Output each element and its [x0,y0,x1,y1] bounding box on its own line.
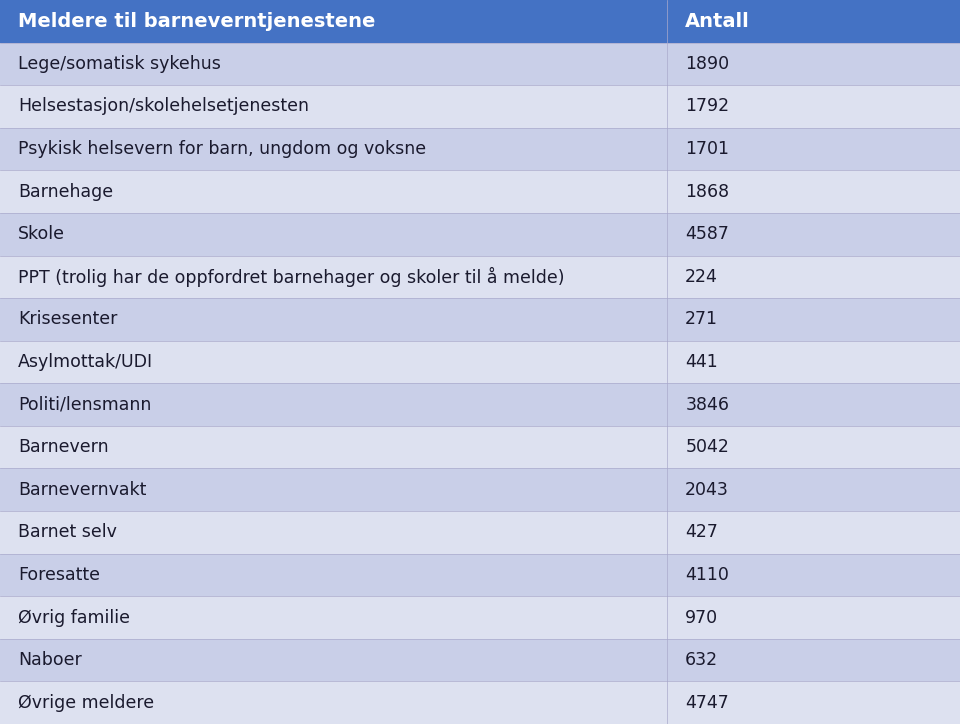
Bar [667,597,960,639]
Text: Krisesenter: Krisesenter [18,311,117,329]
Bar [667,256,960,298]
Bar [0,213,667,256]
Text: 632: 632 [685,651,718,669]
Text: Naboer: Naboer [18,651,82,669]
Bar [667,554,960,597]
Bar [0,383,667,426]
Bar [667,0,960,43]
Bar [0,256,667,298]
Bar [667,298,960,341]
Text: Øvrig familie: Øvrig familie [18,609,130,626]
Text: Øvrige meldere: Øvrige meldere [18,694,155,712]
Text: 970: 970 [685,609,718,626]
Bar [667,127,960,170]
Text: 3846: 3846 [685,395,730,413]
Text: 1890: 1890 [685,55,730,73]
Bar [0,341,667,383]
Text: Skole: Skole [18,225,65,243]
Text: 1868: 1868 [685,182,730,201]
Bar [0,554,667,597]
Text: Asylmottak/UDI: Asylmottak/UDI [18,353,154,371]
Bar [0,511,667,554]
Bar [667,43,960,85]
Text: 2043: 2043 [685,481,729,499]
Bar [667,85,960,127]
Text: Barnevernvakt: Barnevernvakt [18,481,146,499]
Bar [0,43,667,85]
Bar [667,426,960,468]
Text: Antall: Antall [685,12,750,31]
Text: Barnehage: Barnehage [18,182,113,201]
Text: 441: 441 [685,353,718,371]
Text: 4110: 4110 [685,566,729,584]
Bar [667,639,960,681]
Text: 271: 271 [685,311,718,329]
Text: Lege/somatisk sykehus: Lege/somatisk sykehus [18,55,221,73]
Bar [0,639,667,681]
Text: Helsestasjon/skolehelsetjenesten: Helsestasjon/skolehelsetjenesten [18,98,309,115]
Bar [0,170,667,213]
Bar [0,0,667,43]
Bar [0,127,667,170]
Text: 427: 427 [685,523,718,542]
Text: Meldere til barneverntjenestene: Meldere til barneverntjenestene [18,12,375,31]
Bar [667,681,960,724]
Bar [667,213,960,256]
Text: 4747: 4747 [685,694,729,712]
Bar [0,85,667,127]
Bar [0,426,667,468]
Text: 5042: 5042 [685,438,729,456]
Text: 224: 224 [685,268,718,286]
Bar [0,597,667,639]
Bar [0,468,667,511]
Bar [667,511,960,554]
Bar [667,383,960,426]
Bar [667,468,960,511]
Bar [667,341,960,383]
Text: Psykisk helsevern for barn, ungdom og voksne: Psykisk helsevern for barn, ungdom og vo… [18,140,426,158]
Text: Foresatte: Foresatte [18,566,100,584]
Text: Barnet selv: Barnet selv [18,523,117,542]
Text: Politi/lensmann: Politi/lensmann [18,395,152,413]
Bar [0,681,667,724]
Text: 1701: 1701 [685,140,730,158]
Text: Barnevern: Barnevern [18,438,108,456]
Text: 4587: 4587 [685,225,729,243]
Bar [0,298,667,341]
Text: 1792: 1792 [685,98,730,115]
Bar [667,170,960,213]
Text: PPT (trolig har de oppfordret barnehager og skoler til å melde): PPT (trolig har de oppfordret barnehager… [18,266,564,287]
